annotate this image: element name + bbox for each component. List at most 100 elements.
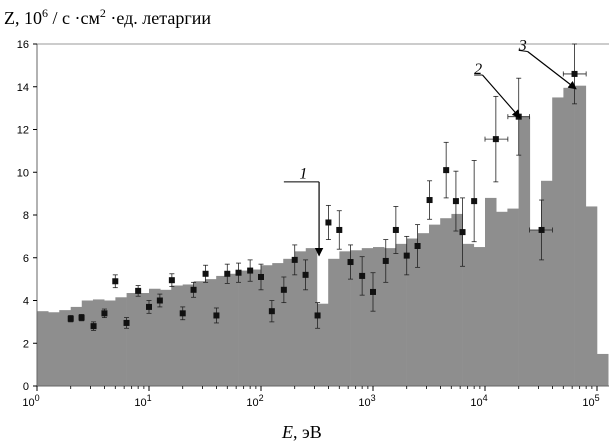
point-marker: [90, 323, 97, 330]
annotation-arrow: [482, 74, 521, 119]
point-marker: [314, 312, 321, 319]
data-point: [459, 197, 466, 267]
data-point: [443, 141, 450, 199]
histogram-bar: [238, 270, 251, 386]
point-marker: [224, 270, 231, 277]
data-point: [78, 313, 85, 322]
histogram-bar: [294, 251, 307, 386]
point-marker: [370, 288, 376, 295]
histogram-bar: [81, 300, 94, 386]
histogram-bar: [171, 285, 184, 386]
histogram-bar: [115, 297, 127, 386]
histogram-bar: [104, 300, 116, 386]
point-marker: [213, 312, 220, 319]
histogram-bar: [451, 213, 463, 386]
y-tick-label: 12: [17, 125, 29, 137]
data-point: [426, 180, 433, 220]
histogram-bar: [552, 97, 564, 386]
point-marker: [135, 287, 142, 294]
point-marker: [168, 277, 175, 284]
data-point: [325, 204, 332, 240]
data-point: [247, 259, 254, 282]
data-point: [235, 262, 242, 283]
histogram-bar: [541, 180, 553, 386]
point-marker: [78, 314, 85, 321]
histogram-bar: [574, 85, 587, 386]
point-marker: [459, 229, 466, 236]
histogram-bar: [227, 273, 239, 386]
point-marker: [291, 256, 298, 263]
histogram-bar: [361, 248, 374, 386]
point-marker: [443, 167, 450, 174]
point-marker: [101, 310, 108, 317]
point-marker: [414, 242, 421, 249]
data-point: [258, 263, 264, 291]
data-point: [471, 160, 478, 243]
histogram-bar: [395, 243, 407, 386]
data-point: [280, 276, 287, 304]
histogram-bar: [37, 311, 49, 386]
annotation-label: 2: [474, 61, 482, 78]
y-tick-label: 14: [17, 82, 29, 94]
point-marker: [258, 273, 264, 280]
point-marker: [382, 257, 389, 264]
y-tick-label: 2: [23, 338, 29, 350]
y-tick-label: 8: [23, 210, 29, 222]
point-marker: [190, 286, 197, 293]
annotation-2: 2: [474, 61, 521, 119]
data-point: [179, 306, 186, 321]
histogram-bar: [518, 116, 531, 386]
data-points: [67, 43, 587, 331]
annotation-3: 3: [518, 37, 577, 90]
point-marker: [67, 315, 74, 322]
point-marker: [268, 308, 275, 315]
histogram-bar: [429, 224, 441, 386]
histogram-bar: [193, 281, 206, 386]
data-point: [213, 307, 220, 324]
histogram-bar: [529, 229, 542, 386]
data-point: [302, 259, 309, 291]
data-point: [67, 315, 74, 323]
point-marker: [571, 70, 578, 77]
histogram-bar: [137, 293, 150, 386]
y-tick-label: 16: [17, 39, 29, 51]
histogram-bar: [204, 279, 217, 386]
y-axis-label: Z, 106 / с ·см2 ·ед. летаргии: [4, 6, 211, 28]
data-point: [112, 274, 119, 289]
annotation-label: 1: [299, 166, 307, 183]
y-tick-label: 4: [23, 296, 29, 308]
histogram-bar: [160, 289, 172, 386]
histogram-bar: [261, 265, 273, 386]
data-point: [484, 95, 509, 183]
point-marker: [426, 197, 433, 204]
point-marker: [179, 310, 186, 317]
data-point: [224, 263, 231, 284]
histogram-bar: [339, 251, 351, 386]
x-axis-label: E, эВ: [281, 422, 322, 442]
data-point: [336, 210, 343, 250]
x-tick-label: 100: [22, 393, 39, 409]
data-point: [90, 321, 97, 331]
y-tick-label: 0: [23, 381, 29, 393]
histogram-bar: [507, 208, 519, 386]
histogram-bar: [316, 303, 329, 386]
data-point: [123, 317, 130, 329]
point-marker: [336, 226, 343, 233]
histogram-bar: [249, 269, 262, 386]
x-tick-label: 104: [470, 393, 487, 409]
point-marker: [403, 252, 410, 259]
histogram-bar: [417, 233, 430, 386]
histogram-bar: [70, 306, 83, 386]
annotation-underline: [518, 49, 528, 52]
x-tick-label: 102: [246, 393, 263, 409]
point-marker: [123, 319, 130, 326]
data-point: [414, 224, 421, 268]
histogram-bar: [462, 243, 475, 386]
histogram-bar: [440, 218, 452, 386]
histogram-bar: [182, 284, 195, 386]
histogram-bar: [305, 248, 318, 386]
data-point: [202, 264, 209, 283]
point-marker: [347, 259, 354, 266]
point-marker: [359, 272, 366, 279]
